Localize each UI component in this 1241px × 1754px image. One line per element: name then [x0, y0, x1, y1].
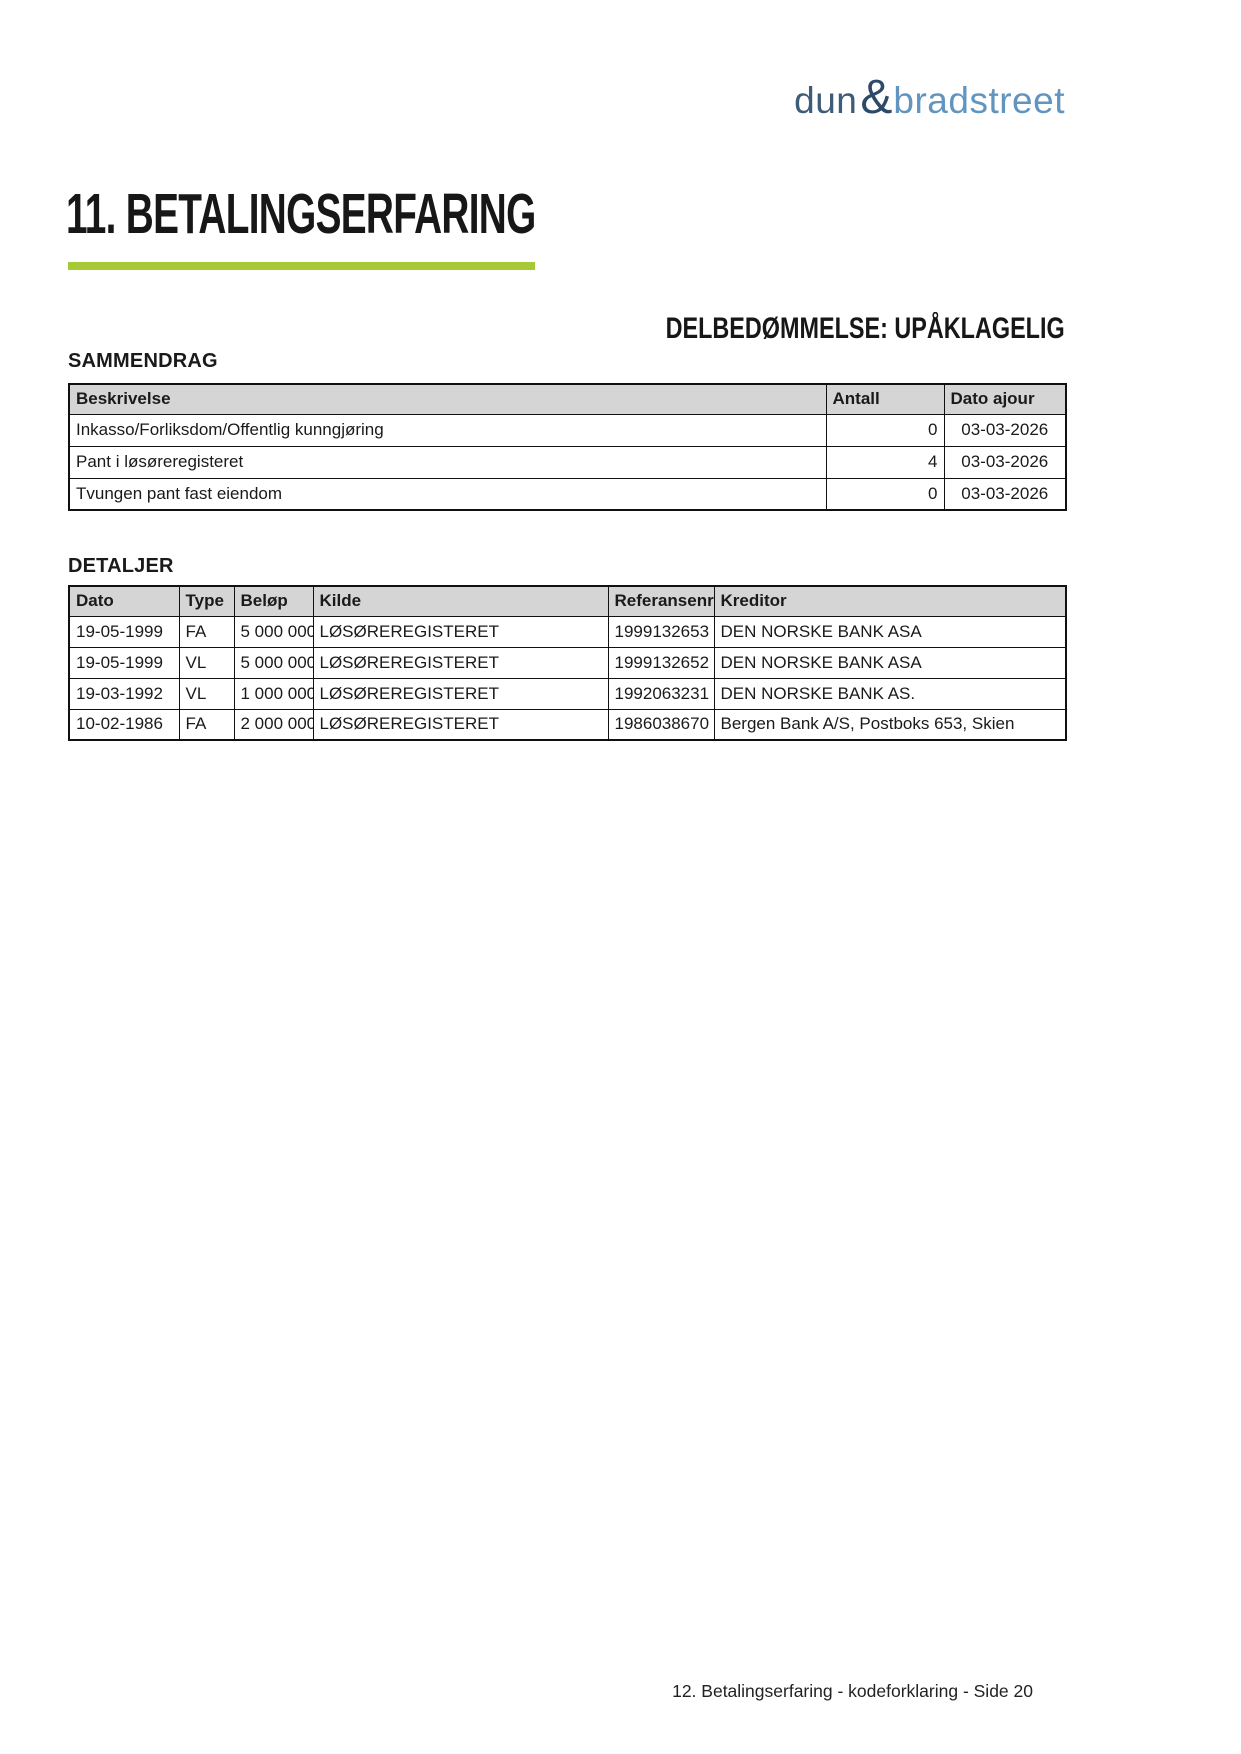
- details-table-row: 19-03-1992 VL 1 000 000 LØSØREREGISTERET…: [68, 677, 1067, 710]
- details-col-belop: Beløp: [233, 585, 314, 617]
- details-cell-belop: 5 000 000: [233, 646, 314, 679]
- summary-header-row: Beskrivelse Antall Dato ajour: [68, 383, 1067, 415]
- summary-table-row: Tvungen pant fast eiendom 0 03-03-2026: [68, 477, 1067, 511]
- details-cell-dato: 10-02-1986: [68, 708, 180, 741]
- details-cell-referansenr: 1999132652: [607, 646, 715, 679]
- details-cell-type: VL: [178, 646, 235, 679]
- details-table-row: 10-02-1986 FA 2 000 000 LØSØREREGISTERET…: [68, 708, 1067, 741]
- summary-table: Beskrivelse Antall Dato ajour Inkasso/Fo…: [68, 383, 1067, 511]
- details-cell-dato: 19-03-1992: [68, 677, 180, 710]
- summary-cell-antall: 4: [825, 445, 945, 479]
- summary-cell-dato-ajour: 03-03-2026: [943, 477, 1067, 511]
- summary-cell-beskrivelse: Inkasso/Forliksdom/Offentlig kunngjøring: [68, 413, 827, 447]
- details-cell-kreditor: DEN NORSKE BANK AS.: [713, 677, 1067, 710]
- summary-table-row: Inkasso/Forliksdom/Offentlig kunngjøring…: [68, 413, 1067, 447]
- details-cell-referansenr: 1999132653: [607, 615, 715, 648]
- details-cell-kilde: LØSØREREGISTERET: [312, 615, 609, 648]
- assessment-heading: DELBEDØMMELSE: UPÅKLAGELIG: [665, 312, 1065, 345]
- logo-ampersand-icon: &: [860, 71, 893, 124]
- details-cell-kilde: LØSØREREGISTERET: [312, 646, 609, 679]
- section-heading-sammendrag: SAMMENDRAG: [68, 350, 218, 372]
- page-title: 11. BETALINGSERFARING: [66, 182, 536, 246]
- details-col-referansenr: Referansenr: [607, 585, 715, 617]
- details-cell-kreditor: DEN NORSKE BANK ASA: [713, 646, 1067, 679]
- details-cell-kilde: LØSØREREGISTERET: [312, 708, 609, 741]
- section-heading-detaljer: DETALJER: [68, 555, 174, 577]
- details-col-type: Type: [178, 585, 235, 617]
- details-cell-type: FA: [178, 615, 235, 648]
- logo-text-bradstreet: bradstreet: [893, 80, 1065, 121]
- details-cell-type: FA: [178, 708, 235, 741]
- details-header-row: Dato Type Beløp Kilde Referansenr Kredit…: [68, 585, 1067, 617]
- summary-cell-dato-ajour: 03-03-2026: [943, 445, 1067, 479]
- details-cell-kreditor: DEN NORSKE BANK ASA: [713, 615, 1067, 648]
- details-cell-kilde: LØSØREREGISTERET: [312, 677, 609, 710]
- details-table-row: 19-05-1999 VL 5 000 000 LØSØREREGISTERET…: [68, 646, 1067, 679]
- summary-col-antall: Antall: [825, 383, 945, 415]
- details-cell-belop: 5 000 000: [233, 615, 314, 648]
- details-cell-referansenr: 1986038670: [607, 708, 715, 741]
- details-cell-type: VL: [178, 677, 235, 710]
- summary-table-row: Pant i løsøreregisteret 4 03-03-2026: [68, 445, 1067, 479]
- details-table-row: 19-05-1999 FA 5 000 000 LØSØREREGISTERET…: [68, 615, 1067, 648]
- summary-cell-beskrivelse: Pant i løsøreregisteret: [68, 445, 827, 479]
- summary-cell-dato-ajour: 03-03-2026: [943, 413, 1067, 447]
- summary-cell-beskrivelse: Tvungen pant fast eiendom: [68, 477, 827, 511]
- details-cell-referansenr: 1992063231: [607, 677, 715, 710]
- details-table: Dato Type Beløp Kilde Referansenr Kredit…: [68, 585, 1067, 741]
- details-cell-dato: 19-05-1999: [68, 646, 180, 679]
- summary-cell-antall: 0: [825, 413, 945, 447]
- summary-col-beskrivelse: Beskrivelse: [68, 383, 827, 415]
- details-col-kreditor: Kreditor: [713, 585, 1067, 617]
- title-accent-bar: [68, 262, 535, 270]
- summary-col-dato-ajour: Dato ajour: [943, 383, 1067, 415]
- summary-cell-antall: 0: [825, 477, 945, 511]
- page-footer: 12. Betalingserfaring - kodeforklaring -…: [672, 1681, 1033, 1701]
- details-cell-dato: 19-05-1999: [68, 615, 180, 648]
- details-cell-belop: 2 000 000: [233, 708, 314, 741]
- details-cell-belop: 1 000 000: [233, 677, 314, 710]
- details-cell-kreditor: Bergen Bank A/S, Postboks 653, Skien: [713, 708, 1067, 741]
- details-col-kilde: Kilde: [312, 585, 609, 617]
- logo-text-dun: dun: [794, 80, 858, 121]
- dun-bradstreet-logo: dun & bradstreet: [794, 74, 1065, 122]
- details-col-dato: Dato: [68, 585, 180, 617]
